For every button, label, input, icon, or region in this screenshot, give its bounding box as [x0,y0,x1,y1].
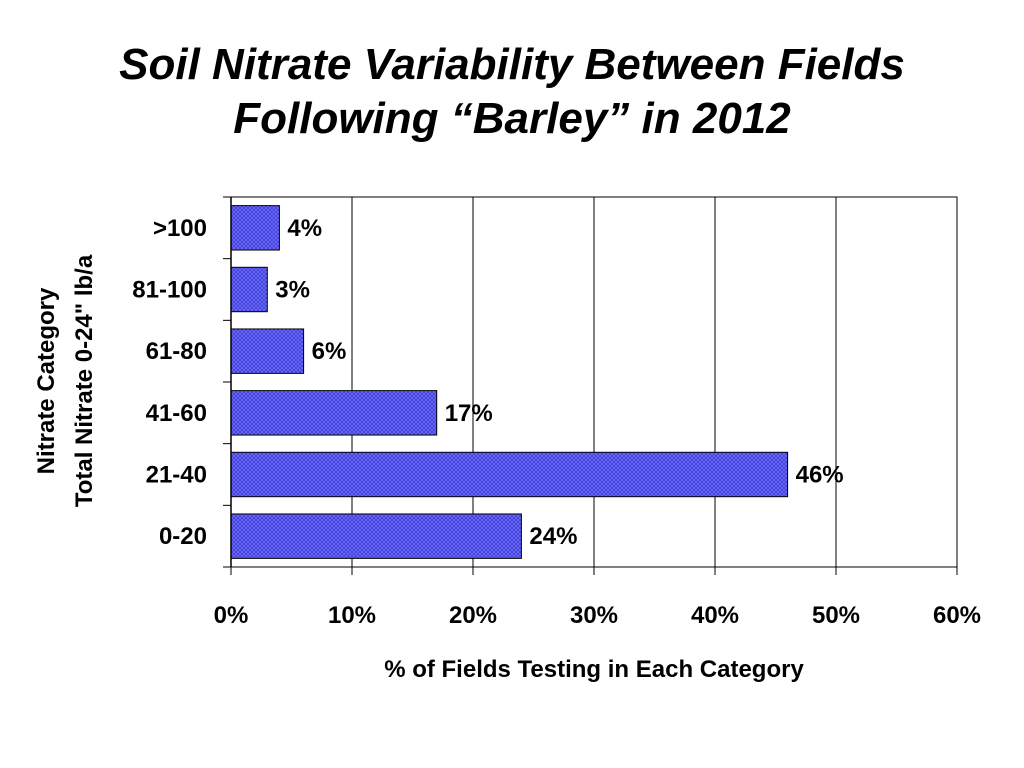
x-tick-label: 0% [214,602,249,629]
bar [230,390,438,436]
labels: 0% 10% 20% 30% 40% 50% 60% 4% >100 3% 81-100 6% 61-8… [132,215,981,629]
category-label: 81-100 [132,277,207,304]
x-tick-label: 50% [812,602,860,629]
grid-lines [230,196,958,568]
title-line-1: Soil Nitrate Variability Between Fields [119,40,905,89]
bar-value-label: 24% [529,523,577,550]
y-axis-title-line-2: Total Nitrate 0-24" lb/a [71,254,98,507]
bar-value-label: 4% [287,215,322,242]
bar-value-label: 6% [312,338,347,365]
x-tick-label: 10% [328,602,376,629]
bar [230,266,268,313]
x-axis-title: % of Fields Testing in Each Category [384,656,804,683]
bar-value-label: 46% [796,462,844,489]
axes [223,196,958,575]
bar [230,205,280,251]
x-tick-label: 40% [691,602,739,629]
bar [230,328,305,374]
category-label: 41-60 [146,400,207,427]
bar-value-label: 17% [445,400,493,427]
bar-value-label: 3% [275,277,310,304]
x-tick-label: 60% [933,602,981,629]
x-tick-label: 20% [449,602,497,629]
bars [230,205,789,559]
category-label: 21-40 [146,462,207,489]
bar [230,451,789,498]
slide-title: Soil Nitrate Variability Between Fields … [0,38,1024,146]
bar [230,513,522,559]
category-label: 61-80 [146,338,207,365]
title-line-2: Following “Barley” in 2012 [233,94,791,143]
category-label: >100 [153,215,207,242]
x-tick-label: 30% [570,602,618,629]
category-label: 0-20 [159,523,207,550]
y-axis-title-line-1: Nitrate Category [33,287,60,474]
